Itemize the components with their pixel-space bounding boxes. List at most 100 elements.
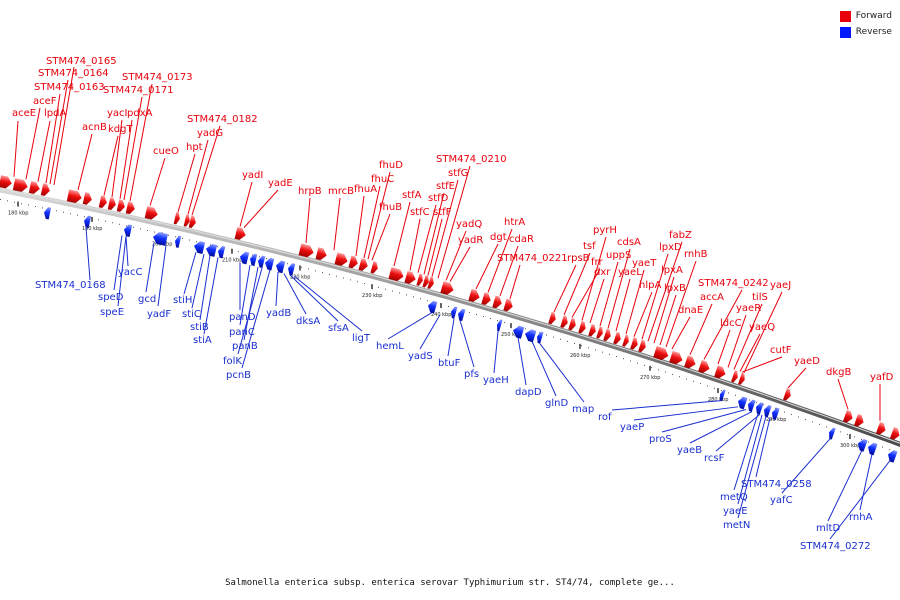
forward-gene-arrow[interactable] [422,275,430,288]
reverse-gene-arrow[interactable] [264,257,275,271]
forward-gene-arrow[interactable] [875,421,888,436]
reverse-gene-arrow[interactable] [217,245,226,259]
forward-gene-arrow[interactable] [12,178,29,193]
forward-gene-arrow[interactable] [116,199,126,212]
forward-gene-arrow[interactable] [853,413,866,428]
forward-gene-arrow[interactable] [125,201,136,215]
gene-label-panb[interactable]: panB [232,341,258,352]
reverse-gene-arrow[interactable] [152,231,168,246]
gene-label-lpxa[interactable]: lpxA [661,265,683,276]
gene-label-yadb[interactable]: yadB [266,308,291,319]
forward-gene-arrow[interactable] [370,261,379,274]
forward-gene-arrow[interactable] [698,360,711,375]
gene-label-dksa[interactable]: dksA [296,316,320,327]
gene-label-pyrh[interactable]: pyrH [593,225,617,236]
forward-gene-arrow[interactable] [842,409,855,424]
forward-gene-arrow[interactable] [66,189,83,204]
gene-label-yadf[interactable]: yadF [147,309,171,320]
reverse-gene-arrow[interactable] [746,399,756,412]
gene-label-cdar[interactable]: cdaR [509,234,534,245]
reverse-gene-arrow[interactable] [275,260,286,274]
reverse-gene-arrow[interactable] [205,243,218,257]
gene-label-dgt[interactable]: dgt [490,232,507,243]
reverse-gene-arrow[interactable] [856,438,868,452]
reverse-gene-arrow[interactable] [754,401,764,415]
gene-label-sfsa[interactable]: sfsA [328,323,349,334]
gene-label-metn[interactable]: metN [723,520,750,531]
forward-gene-arrow[interactable] [889,427,900,441]
gene-label-stm474-0182[interactable]: STM474_0182 [187,114,258,125]
gene-label-pand[interactable]: panD [229,312,256,323]
gene-label-stfc[interactable]: stfC [410,207,430,218]
gene-label-htra[interactable]: htrA [504,217,525,228]
gene-label-yaeb[interactable]: yaeB [677,445,702,456]
gene-label-hpt[interactable]: hpt [186,142,203,153]
forward-gene-arrow[interactable] [298,243,316,258]
gene-label-map[interactable]: map [572,404,594,415]
forward-gene-arrow[interactable] [427,276,435,290]
gene-label-rnhb[interactable]: rnhB [684,249,708,260]
legend-item-reverse[interactable]: Reverse [839,24,892,40]
gene-label-pdxa[interactable]: pdxA [127,108,153,119]
gene-label-yaer[interactable]: yaeR [736,303,761,314]
forward-gene-arrow[interactable] [560,315,569,329]
gene-label-rcsf[interactable]: rcsF [704,453,725,464]
forward-gene-arrow[interactable] [503,298,514,313]
gene-label-tils[interactable]: tilS [752,292,768,303]
gene-label-metq[interactable]: metQ [720,492,748,503]
forward-gene-arrow[interactable] [188,215,198,229]
forward-gene-arrow[interactable] [731,370,740,383]
gene-label-acnb[interactable]: acnB [82,122,107,133]
forward-gene-arrow[interactable] [548,311,557,325]
reverse-gene-arrow[interactable] [736,395,748,410]
gene-label-stm474-0258[interactable]: STM474_0258 [741,479,812,490]
gene-label-acef[interactable]: aceF [33,96,57,107]
reverse-gene-arrow[interactable] [287,262,296,276]
forward-gene-arrow[interactable] [492,295,503,310]
gene-label-yafd[interactable]: yafD [870,372,894,383]
gene-label-yafc[interactable]: yafC [770,495,793,506]
reverse-gene-arrow[interactable] [886,449,898,463]
reverse-gene-arrow[interactable] [249,253,258,267]
gene-label-yaej[interactable]: yaeJ [770,280,791,291]
gene-label-yaeh[interactable]: yaeH [483,375,509,386]
reverse-gene-arrow[interactable] [762,404,772,418]
forward-gene-arrow[interactable] [173,212,182,225]
forward-gene-arrow[interactable] [738,372,747,386]
gene-label-stm474-0163[interactable]: STM474_0163 [34,82,105,93]
gene-label-gcd[interactable]: gcd [138,294,156,305]
gene-label-stic[interactable]: stiC [182,309,201,320]
gene-label-stfd[interactable]: stfD [428,193,449,204]
reverse-gene-arrow[interactable] [456,308,466,322]
gene-label-yaet[interactable]: yaeT [632,258,657,269]
gene-label-stia[interactable]: stiA [193,335,212,346]
forward-gene-arrow[interactable] [40,183,51,196]
gene-label-fhub[interactable]: fhuB [379,202,402,213]
gene-label-ligt[interactable]: ligT [352,333,371,344]
gene-label-stm474-0272[interactable]: STM474_0272 [800,541,871,552]
gene-label-yadi[interactable]: yadI [242,170,263,181]
gene-label-dxr[interactable]: dxr [594,267,611,278]
gene-label-stm474-0171[interactable]: STM474_0171 [103,85,174,96]
forward-gene-arrow[interactable] [638,339,647,353]
gene-label-rpsb[interactable]: rpsB [567,253,590,264]
gene-label-sped[interactable]: speD [98,292,124,303]
gene-label-yaed[interactable]: yaeD [794,356,820,367]
gene-label-stm474-0210[interactable]: STM474_0210 [436,154,507,165]
forward-gene-arrow[interactable] [603,328,612,342]
forward-gene-arrow[interactable] [596,326,604,339]
forward-gene-arrow[interactable] [28,181,41,195]
gene-label-fabz[interactable]: fabZ [669,230,692,241]
gene-label-yadg[interactable]: yadG [197,128,223,139]
gene-label-stih[interactable]: stiH [173,295,192,306]
gene-label-yadr[interactable]: yadR [458,235,483,246]
gene-label-lpxb[interactable]: lpxB [664,283,686,294]
gene-label-stfa[interactable]: stfA [402,190,422,201]
legend-item-forward[interactable]: Forward [839,8,892,24]
forward-gene-arrow[interactable] [714,365,727,380]
gene-label-yaci[interactable]: yacI [107,108,128,119]
forward-gene-arrow[interactable] [578,321,587,334]
reverse-gene-arrow[interactable] [495,319,503,332]
forward-gene-arrow[interactable] [107,197,117,210]
gene-label-upps[interactable]: uppS [606,250,631,261]
